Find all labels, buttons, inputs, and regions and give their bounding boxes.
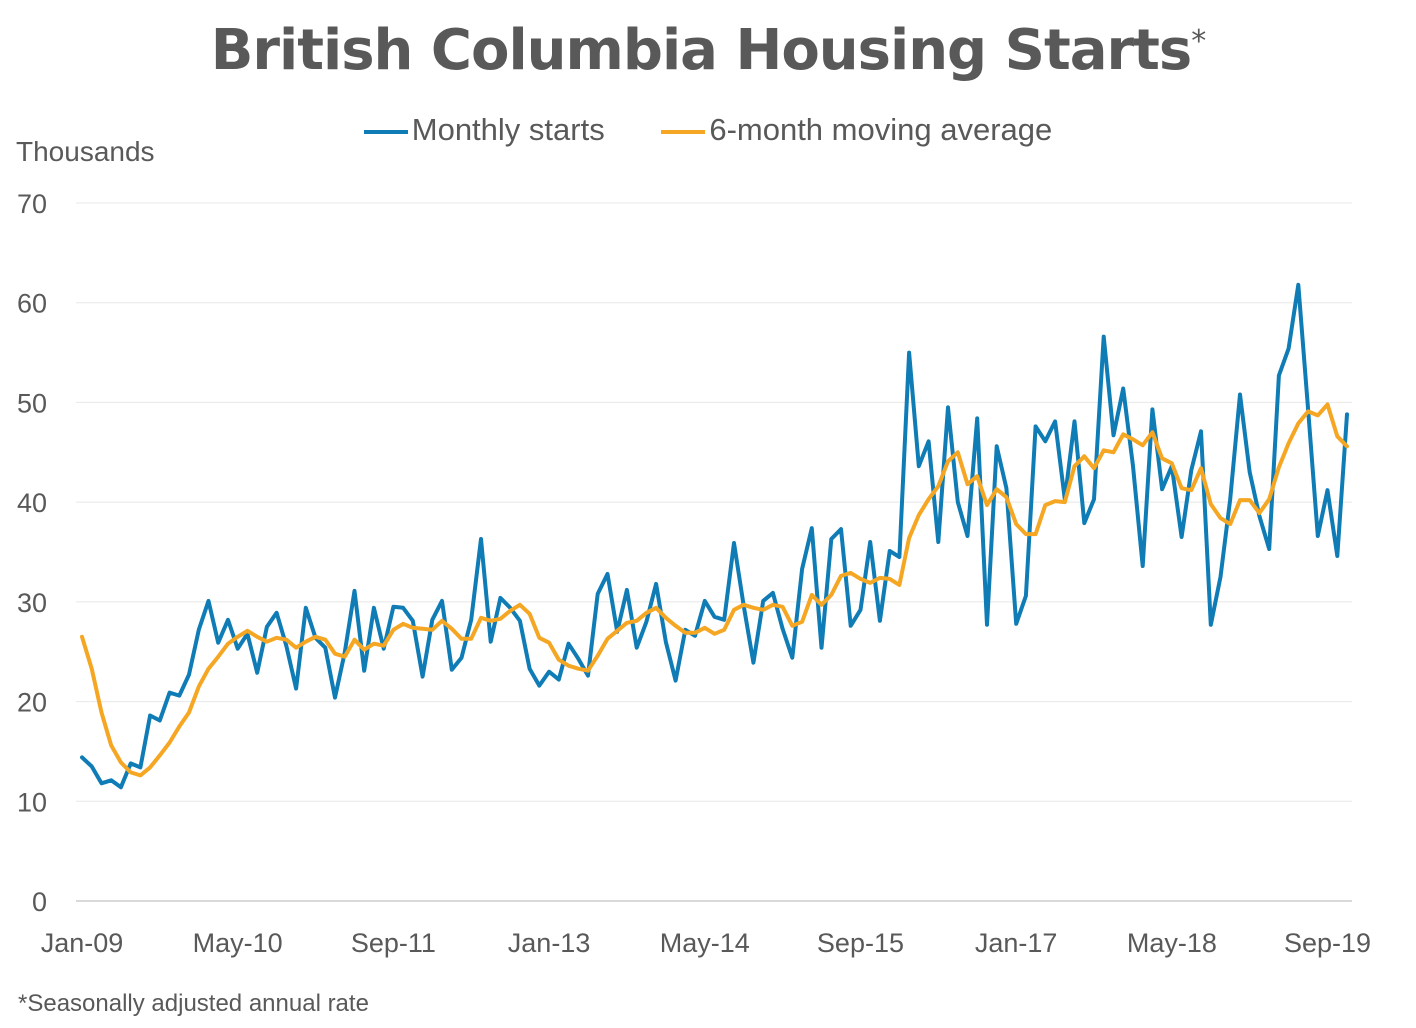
- y-tick-label: 10: [17, 787, 47, 817]
- legend-swatch-monthly-starts: [363, 129, 408, 134]
- chart-legend: Monthly starts 6-month moving average: [0, 112, 1416, 148]
- x-tick-label: Jan-17: [975, 928, 1058, 958]
- legend-item-monthly-starts: Monthly starts: [363, 112, 605, 148]
- y-tick-label: 40: [17, 488, 47, 518]
- legend-label-moving-average: 6-month moving average: [709, 112, 1053, 147]
- x-tick-label: Jan-09: [41, 928, 124, 958]
- x-tick-label: Sep-19: [1284, 928, 1371, 958]
- x-axis-ticks: Jan-09 May-10 Sep-11 Jan-13 May-14 Sep-15 Jan-…: [41, 928, 1371, 958]
- y-axis-label: Thousands: [16, 136, 155, 167]
- y-tick-label: 70: [17, 189, 47, 219]
- x-tick-label: Sep-15: [817, 928, 904, 958]
- y-axis-ticks: 0 10 20 30 40 50 60 70: [17, 189, 47, 917]
- x-tick-label: May-10: [193, 928, 283, 958]
- chart-title-text: British Columbia Housing Starts: [210, 18, 1192, 83]
- y-tick-label: 50: [17, 388, 47, 418]
- series-line-monthly-starts: [80, 282, 1349, 790]
- legend-swatch-moving-average: [661, 129, 706, 134]
- gridlines: [76, 202, 1352, 902]
- y-tick-label: 60: [17, 289, 47, 319]
- series-lines: [80, 282, 1349, 790]
- series-line-moving-average: [80, 402, 1349, 778]
- legend-item-moving-average: 6-month moving average: [661, 112, 1052, 148]
- y-tick-label: 0: [32, 887, 47, 917]
- x-tick-label: May-18: [1127, 928, 1217, 958]
- x-tick-label: May-14: [660, 928, 750, 958]
- legend-label-monthly-starts: Monthly starts: [411, 112, 605, 147]
- x-tick-label: Sep-11: [351, 928, 436, 958]
- y-tick-label: 30: [17, 588, 47, 618]
- x-tick-label: Jan-13: [508, 928, 591, 958]
- chart-footnote: *Seasonally adjusted annual rate: [18, 990, 369, 1017]
- chart-title: British Columbia Housing Starts*: [0, 18, 1416, 83]
- chart-title-footnote-mark: *: [1191, 24, 1206, 59]
- y-tick-label: 20: [17, 688, 47, 718]
